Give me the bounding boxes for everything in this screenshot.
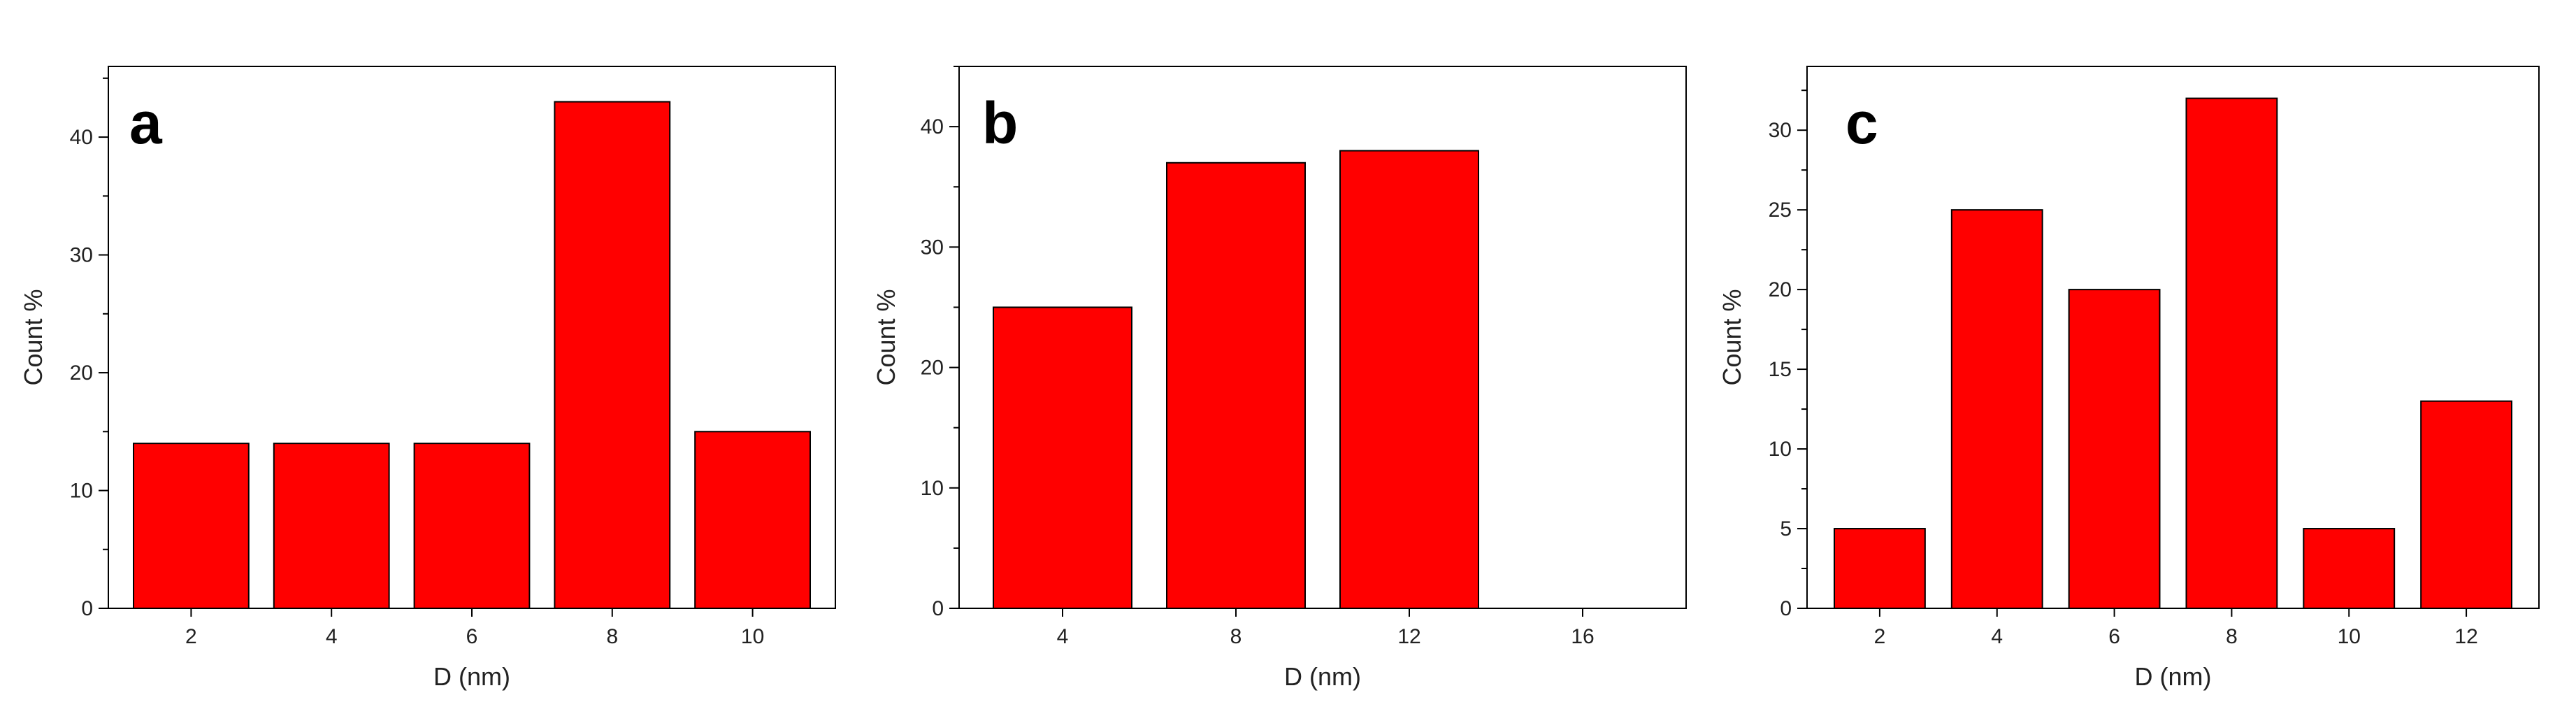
plot-frame xyxy=(958,66,1687,609)
y-tick-label: 25 xyxy=(1769,199,1792,222)
x-tick-label: 2 xyxy=(185,625,197,648)
x-axis-label: D (nm) xyxy=(2135,662,2212,691)
bar xyxy=(1834,528,1926,610)
y-tick-label: 40 xyxy=(70,126,93,149)
bar xyxy=(1339,150,1479,610)
y-tick-label: 15 xyxy=(1769,358,1792,381)
chart-panel-c: 2 4 6 8 10 12 0 5 10 15 20 25 30 D (nm) Count % c xyxy=(1718,66,2540,691)
panel-label: a xyxy=(129,90,163,156)
x-tick-label: 4 xyxy=(326,625,338,648)
x-tick-label: 12 xyxy=(2454,625,2477,648)
x-axis-label: D (nm) xyxy=(1284,662,1361,691)
x-tick-label: 8 xyxy=(1230,625,1242,648)
y-tick-label: 0 xyxy=(932,597,944,620)
bar xyxy=(2303,528,2396,610)
y-tick-label: 10 xyxy=(70,480,93,503)
x-tick-label: 4 xyxy=(1991,625,2003,648)
y-tick-label: 20 xyxy=(1769,278,1792,301)
x-tick-label: 8 xyxy=(2226,625,2238,648)
x-tick-label: 2 xyxy=(1874,625,1886,648)
bar xyxy=(694,431,812,609)
bar xyxy=(1166,162,1306,609)
bar xyxy=(993,306,1132,609)
bar xyxy=(273,443,390,609)
panel-label: b xyxy=(982,90,1018,156)
chart-panel-a: 2 4 6 8 10 0 10 20 30 40 D (nm) Count % a xyxy=(19,66,836,691)
bar xyxy=(2185,97,2278,609)
x-tick-label: 6 xyxy=(466,625,478,648)
bar xyxy=(133,443,250,609)
y-tick-label: 30 xyxy=(1769,119,1792,142)
x-tick-label: 16 xyxy=(1571,625,1594,648)
x-tick-label: 10 xyxy=(2338,625,2361,648)
y-axis-label: Count % xyxy=(872,289,900,385)
x-tick-label: 6 xyxy=(2108,625,2120,648)
plot-frame xyxy=(1806,66,2540,609)
panel-label: c xyxy=(1845,90,1878,156)
y-tick-label: 5 xyxy=(1780,517,1792,541)
y-tick-label: 20 xyxy=(70,362,93,385)
y-axis-label: Count % xyxy=(1718,289,1746,385)
y-tick-label: 20 xyxy=(921,357,944,380)
x-axis-label: D (nm) xyxy=(433,662,510,691)
x-tick-label: 8 xyxy=(606,625,618,648)
x-tick-label: 4 xyxy=(1057,625,1069,648)
bar xyxy=(554,101,671,610)
bar xyxy=(2420,400,2513,609)
y-tick-label: 10 xyxy=(1769,438,1792,461)
plot-frame xyxy=(108,66,836,609)
x-tick-label: 12 xyxy=(1397,625,1420,648)
y-tick-label: 40 xyxy=(921,115,944,138)
y-tick-label: 10 xyxy=(921,477,944,500)
y-tick-label: 0 xyxy=(1780,597,1792,620)
y-tick-label: 0 xyxy=(81,597,93,620)
y-axis-label: Count % xyxy=(19,289,48,385)
y-tick-label: 30 xyxy=(70,244,93,267)
bar xyxy=(413,443,531,609)
y-tick-label: 30 xyxy=(921,236,944,259)
x-tick-label: 10 xyxy=(741,625,764,648)
chart-panel-b: 4 8 12 16 0 10 20 30 40 D (nm) Count % b xyxy=(872,66,1687,691)
bar xyxy=(1950,209,2043,610)
bar xyxy=(2068,289,2161,609)
